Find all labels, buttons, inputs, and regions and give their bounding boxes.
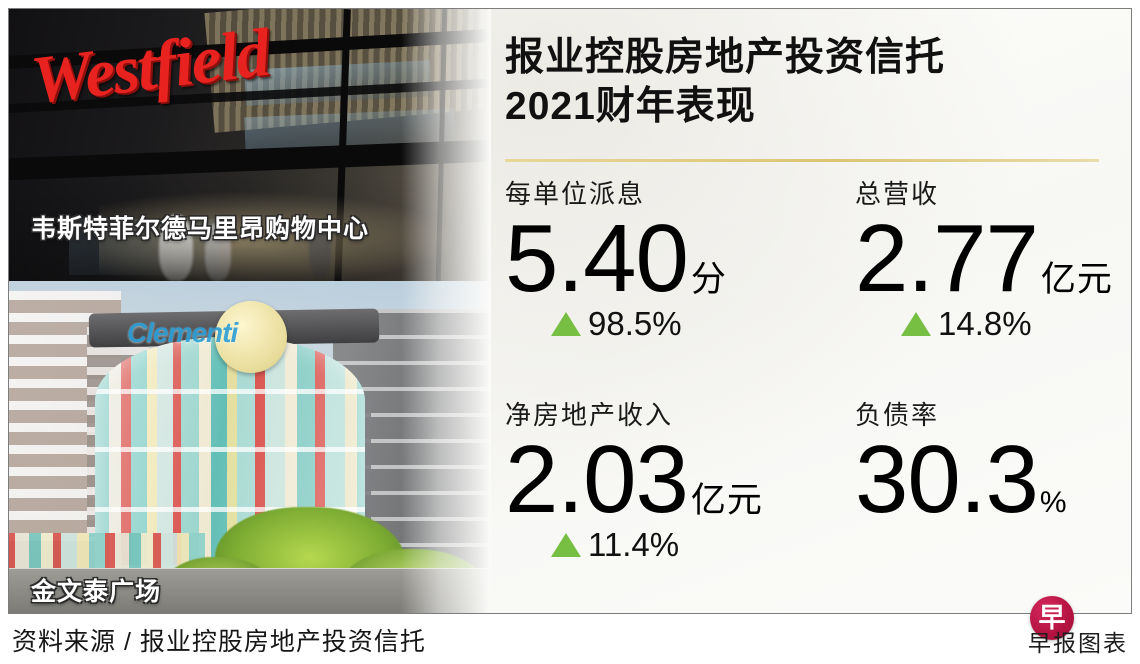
- mall-round-sign: [215, 301, 287, 373]
- zaobao-logo-icon: 早: [1030, 596, 1074, 640]
- clementi-mall-sign: Clementi: [127, 317, 238, 348]
- metric-unit: 亿元: [1040, 260, 1113, 299]
- metrics-grid: 每单位派息 5.40 分 98.5% 总营收 2.77: [491, 177, 1131, 561]
- metric-value: 2.03 亿元: [505, 428, 843, 532]
- metric-unit: 分: [690, 260, 727, 299]
- title-divider: [505, 159, 1099, 162]
- photo-clementi-mall: Clementi: [9, 281, 491, 613]
- triangle-up-icon: [551, 532, 581, 557]
- facade-band: [95, 507, 365, 512]
- facade-band: [95, 389, 365, 394]
- title-line-2: 2021财年表现: [505, 85, 756, 128]
- metric-number: 2.77: [855, 205, 1039, 312]
- metric-change-value: 11.4%: [588, 526, 680, 563]
- shopper-figure: [159, 215, 193, 281]
- shopper-figure: [205, 223, 231, 281]
- metric-label: 总营收: [855, 179, 940, 209]
- triangle-up-icon: [901, 311, 931, 336]
- metrics-row-1: 每单位派息 5.40 分 98.5% 总营收 2.77: [491, 177, 1131, 342]
- metric-number: 2.03: [505, 426, 689, 533]
- metric-gearing-ratio: 负债率 30.3 %: [843, 340, 1131, 561]
- metric-unit: 亿元: [690, 481, 763, 520]
- facade-band: [95, 447, 365, 452]
- data-panel: 报业控股房地产投资信托 2021财年表现 每单位派息 5.40 分: [491, 9, 1131, 613]
- page-title: 报业控股房地产投资信托 2021财年表现: [505, 33, 1105, 131]
- metric-value: 5.40 分: [505, 207, 843, 311]
- metric-label: 净房地产收入: [505, 400, 674, 430]
- metric-net-property-income: 净房地产收入 2.03 亿元 11.4%: [491, 340, 843, 561]
- metric-change: 98.5%: [505, 307, 843, 340]
- metric-number: 30.3: [855, 426, 1039, 533]
- source-note: 资料来源 / 报业控股房地产投资信托: [12, 628, 426, 656]
- metric-label: 每单位派息: [505, 179, 646, 209]
- metrics-row-2: 净房地产收入 2.03 亿元 11.4% 负债率 30.3: [491, 340, 1131, 561]
- metric-dpu: 每单位派息 5.40 分 98.5%: [491, 177, 843, 340]
- metric-change: 14.8%: [855, 305, 1131, 342]
- glass-pane: [69, 219, 219, 275]
- metric-change: 11.4%: [505, 528, 843, 561]
- shopper-figure: [309, 221, 331, 277]
- title-line-1: 报业控股房地产投资信托: [505, 36, 946, 79]
- metric-number: 5.40: [505, 205, 689, 312]
- caption-westfield-marion: 韦斯特菲尔德马里昂购物中心: [31, 215, 370, 243]
- metric-value: 30.3 %: [855, 426, 1131, 533]
- metric-change-value: 14.8%: [938, 305, 1032, 342]
- content-frame: Westfield Clementi: [8, 8, 1132, 614]
- metric-change-value: 98.5%: [588, 305, 682, 342]
- caption-clementi-mall: 金文泰广场: [31, 578, 162, 606]
- footer: 资料来源 / 报业控股房地产投资信托 早 早报图表: [8, 596, 1132, 660]
- triangle-up-icon: [551, 311, 581, 336]
- photo-collage: Westfield Clementi: [9, 9, 491, 613]
- metric-value: 2.77 亿元: [855, 205, 1131, 312]
- metric-unit: %: [1039, 486, 1068, 519]
- metric-label: 负债率: [855, 400, 940, 430]
- metric-total-revenue: 总营收 2.77 亿元 14.8%: [843, 177, 1131, 342]
- chart-credit: 早报图表: [1028, 630, 1128, 656]
